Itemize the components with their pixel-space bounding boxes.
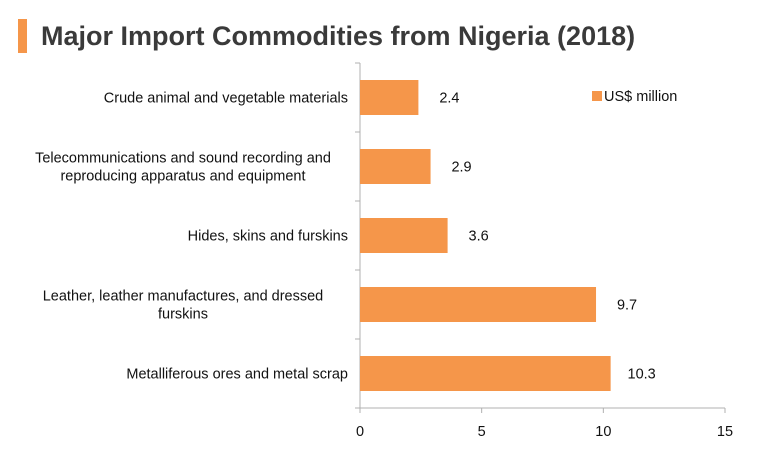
category-label: Hides, skins and furskins — [188, 229, 348, 245]
bar — [360, 80, 419, 115]
x-tick-label: 10 — [595, 424, 611, 440]
x-tick-label: 0 — [356, 424, 364, 440]
legend-swatch — [592, 91, 602, 101]
category-label: Telecommunications and sound recording a… — [35, 151, 331, 185]
bar — [360, 218, 448, 253]
bar — [360, 356, 611, 391]
title-block: Major Import Commodities from Nigeria (2… — [18, 18, 635, 54]
category-label: Crude animal and vegetable materials — [104, 91, 348, 107]
category-label-line: Leather, leather manufactures, and dress… — [43, 289, 324, 305]
data-label: 2.4 — [439, 91, 459, 107]
category-label-line: Telecommunications and sound recording a… — [35, 151, 331, 167]
data-label: 3.6 — [469, 229, 489, 245]
data-label: 9.7 — [617, 298, 637, 314]
category-label-line: reproducing apparatus and equipment — [60, 169, 305, 185]
category-label-line: furskins — [158, 307, 208, 323]
legend-label: US$ million — [604, 89, 677, 105]
data-label: 2.9 — [451, 160, 471, 176]
chart-title: Major Import Commodities from Nigeria (2… — [41, 20, 636, 51]
x-tick-label: 15 — [717, 424, 733, 440]
bar — [360, 149, 431, 184]
x-tick-label: 5 — [478, 424, 486, 440]
data-label: 10.3 — [628, 367, 656, 383]
title-accent-bar — [18, 19, 27, 53]
category-label: Leather, leather manufactures, and dress… — [43, 289, 324, 323]
category-label: Metalliferous ores and metal scrap — [126, 367, 348, 383]
bar — [360, 287, 597, 322]
